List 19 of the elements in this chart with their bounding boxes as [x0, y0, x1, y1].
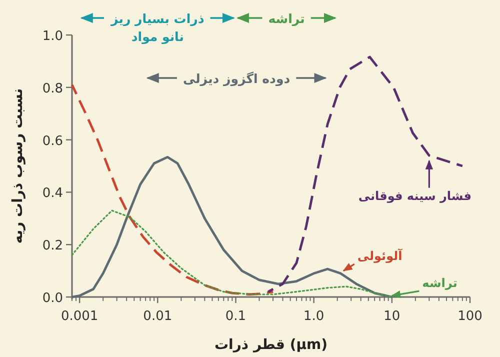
x-tick-label: 10 [384, 309, 400, 324]
text: آلوئولی [357, 248, 404, 264]
x-tick-label: 0.1 [225, 309, 246, 324]
y-axis-title: نسبت رسوب ذرات ریه [10, 88, 26, 244]
x-tick-label: 100 [458, 309, 482, 324]
x-tick-label: 0.001 [60, 309, 98, 324]
annotation: ذرات بسیار ریز نانو مواد [110, 11, 204, 45]
x-axis-title: قطر ذرات (μm) [214, 337, 328, 353]
annotation: دوده اگزوز دیزلی [182, 71, 290, 87]
y-tick-label: 0.4 [42, 186, 63, 202]
y-tick-label: 0.8 [42, 81, 63, 96]
text: تراشه [422, 276, 458, 290]
legend-label: فشار سینه فوقانی [358, 188, 472, 203]
y-tick-label: 0.6 [42, 134, 63, 149]
x-tick-label: 0.01 [143, 309, 172, 324]
y-tick-label: 1.0 [42, 29, 63, 44]
y-tick-label: 0.2 [42, 238, 63, 254]
y-tick-label: 0.0 [42, 291, 63, 306]
x-tick-label: 1.0 [303, 309, 324, 324]
